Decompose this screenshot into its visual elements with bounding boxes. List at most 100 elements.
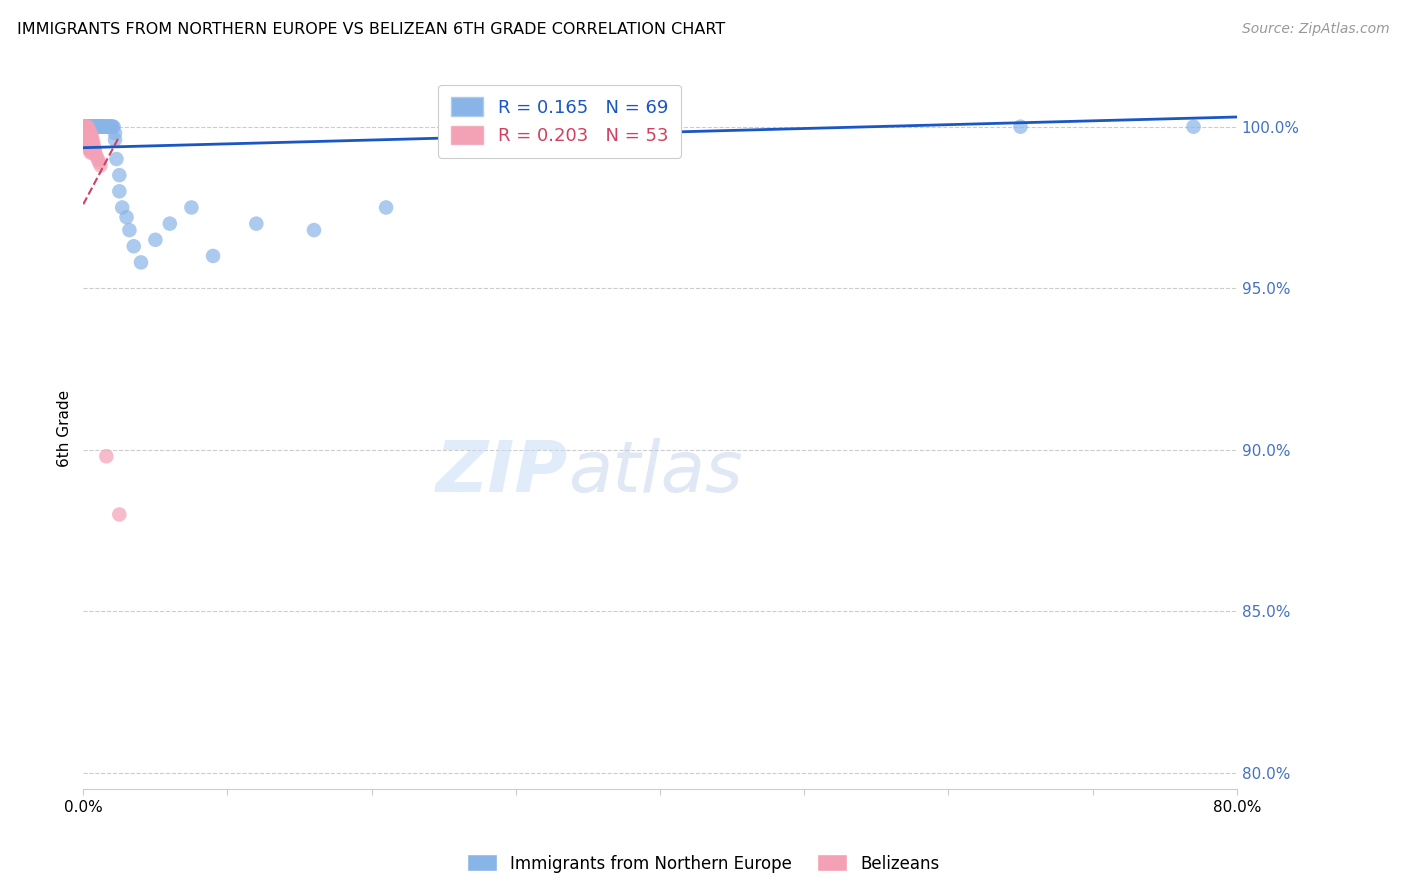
Point: [75, 133, 97, 147]
Point: [80, 133, 103, 147]
Point: [100, 120, 122, 134]
Legend: R = 0.165   N = 69, R = 0.203   N = 53: R = 0.165 N = 69, R = 0.203 N = 53: [439, 85, 681, 158]
Point: [84, 120, 107, 134]
Point: [1182, 120, 1205, 134]
Point: [75, 120, 97, 134]
Point: [84, 120, 107, 134]
Point: [93, 120, 115, 134]
Point: [202, 249, 225, 263]
Point: [76, 129, 98, 144]
Point: [79, 133, 101, 147]
Point: [80, 120, 103, 134]
Point: [76, 120, 98, 134]
Point: [80, 129, 103, 144]
Text: ZIP: ZIP: [436, 438, 568, 507]
Point: [82, 120, 104, 134]
Point: [79, 120, 101, 134]
Point: [83, 120, 105, 134]
Point: [108, 184, 131, 198]
Point: [122, 239, 145, 253]
Point: [89, 155, 111, 169]
Point: [86, 152, 108, 166]
Point: [1010, 120, 1032, 134]
Point: [90, 120, 112, 134]
Point: [84, 120, 107, 134]
Point: [245, 217, 267, 231]
Point: [105, 152, 128, 166]
Point: [75, 126, 97, 140]
Text: Source: ZipAtlas.com: Source: ZipAtlas.com: [1241, 22, 1389, 37]
Point: [94, 120, 117, 134]
Point: [90, 158, 112, 172]
Point: [94, 120, 117, 134]
Point: [77, 120, 100, 134]
Point: [145, 233, 167, 247]
Point: [375, 201, 398, 215]
Point: [80, 136, 103, 150]
Point: [75, 120, 97, 134]
Point: [84, 149, 107, 163]
Point: [79, 136, 101, 150]
Point: [73, 120, 96, 134]
Point: [83, 145, 105, 160]
Point: [82, 142, 104, 156]
Point: [83, 120, 105, 134]
Point: [104, 133, 127, 147]
Point: [75, 120, 97, 134]
Point: [80, 120, 103, 134]
Point: [104, 126, 127, 140]
Point: [129, 255, 152, 269]
Point: [79, 142, 101, 156]
Point: [101, 120, 124, 134]
Point: [82, 139, 104, 153]
Point: [77, 120, 100, 134]
Point: [75, 126, 97, 140]
Point: [76, 136, 98, 150]
Point: [79, 129, 101, 144]
Point: [98, 120, 121, 134]
Point: [83, 120, 105, 134]
Point: [82, 136, 104, 150]
Point: [75, 129, 97, 144]
Point: [111, 201, 134, 215]
Point: [86, 120, 108, 134]
Point: [80, 120, 103, 134]
Point: [82, 120, 104, 134]
Point: [75, 129, 97, 144]
Point: [77, 133, 100, 147]
Point: [77, 136, 100, 150]
Point: [76, 123, 98, 137]
Point: [77, 129, 100, 144]
Point: [79, 120, 101, 134]
Point: [77, 142, 100, 156]
Point: [89, 120, 111, 134]
Point: [100, 120, 122, 134]
Point: [80, 139, 103, 153]
Point: [79, 126, 101, 140]
Point: [97, 120, 120, 134]
Point: [83, 142, 105, 156]
Point: [75, 123, 97, 137]
Point: [118, 223, 141, 237]
Point: [76, 123, 98, 137]
Point: [80, 145, 103, 160]
Point: [86, 120, 108, 134]
Point: [76, 136, 98, 150]
Point: [86, 120, 108, 134]
Point: [76, 120, 98, 134]
Point: [75, 123, 97, 137]
Point: [91, 120, 114, 134]
Point: [77, 123, 100, 137]
Point: [108, 508, 131, 522]
Point: [75, 120, 97, 134]
Point: [93, 120, 115, 134]
Point: [115, 210, 138, 224]
Y-axis label: 6th Grade: 6th Grade: [58, 391, 72, 467]
Point: [76, 126, 98, 140]
Point: [159, 217, 181, 231]
Point: [76, 120, 98, 134]
Point: [77, 139, 100, 153]
Point: [89, 120, 111, 134]
Point: [98, 120, 121, 134]
Legend: Immigrants from Northern Europe, Belizeans: Immigrants from Northern Europe, Belizea…: [460, 847, 946, 880]
